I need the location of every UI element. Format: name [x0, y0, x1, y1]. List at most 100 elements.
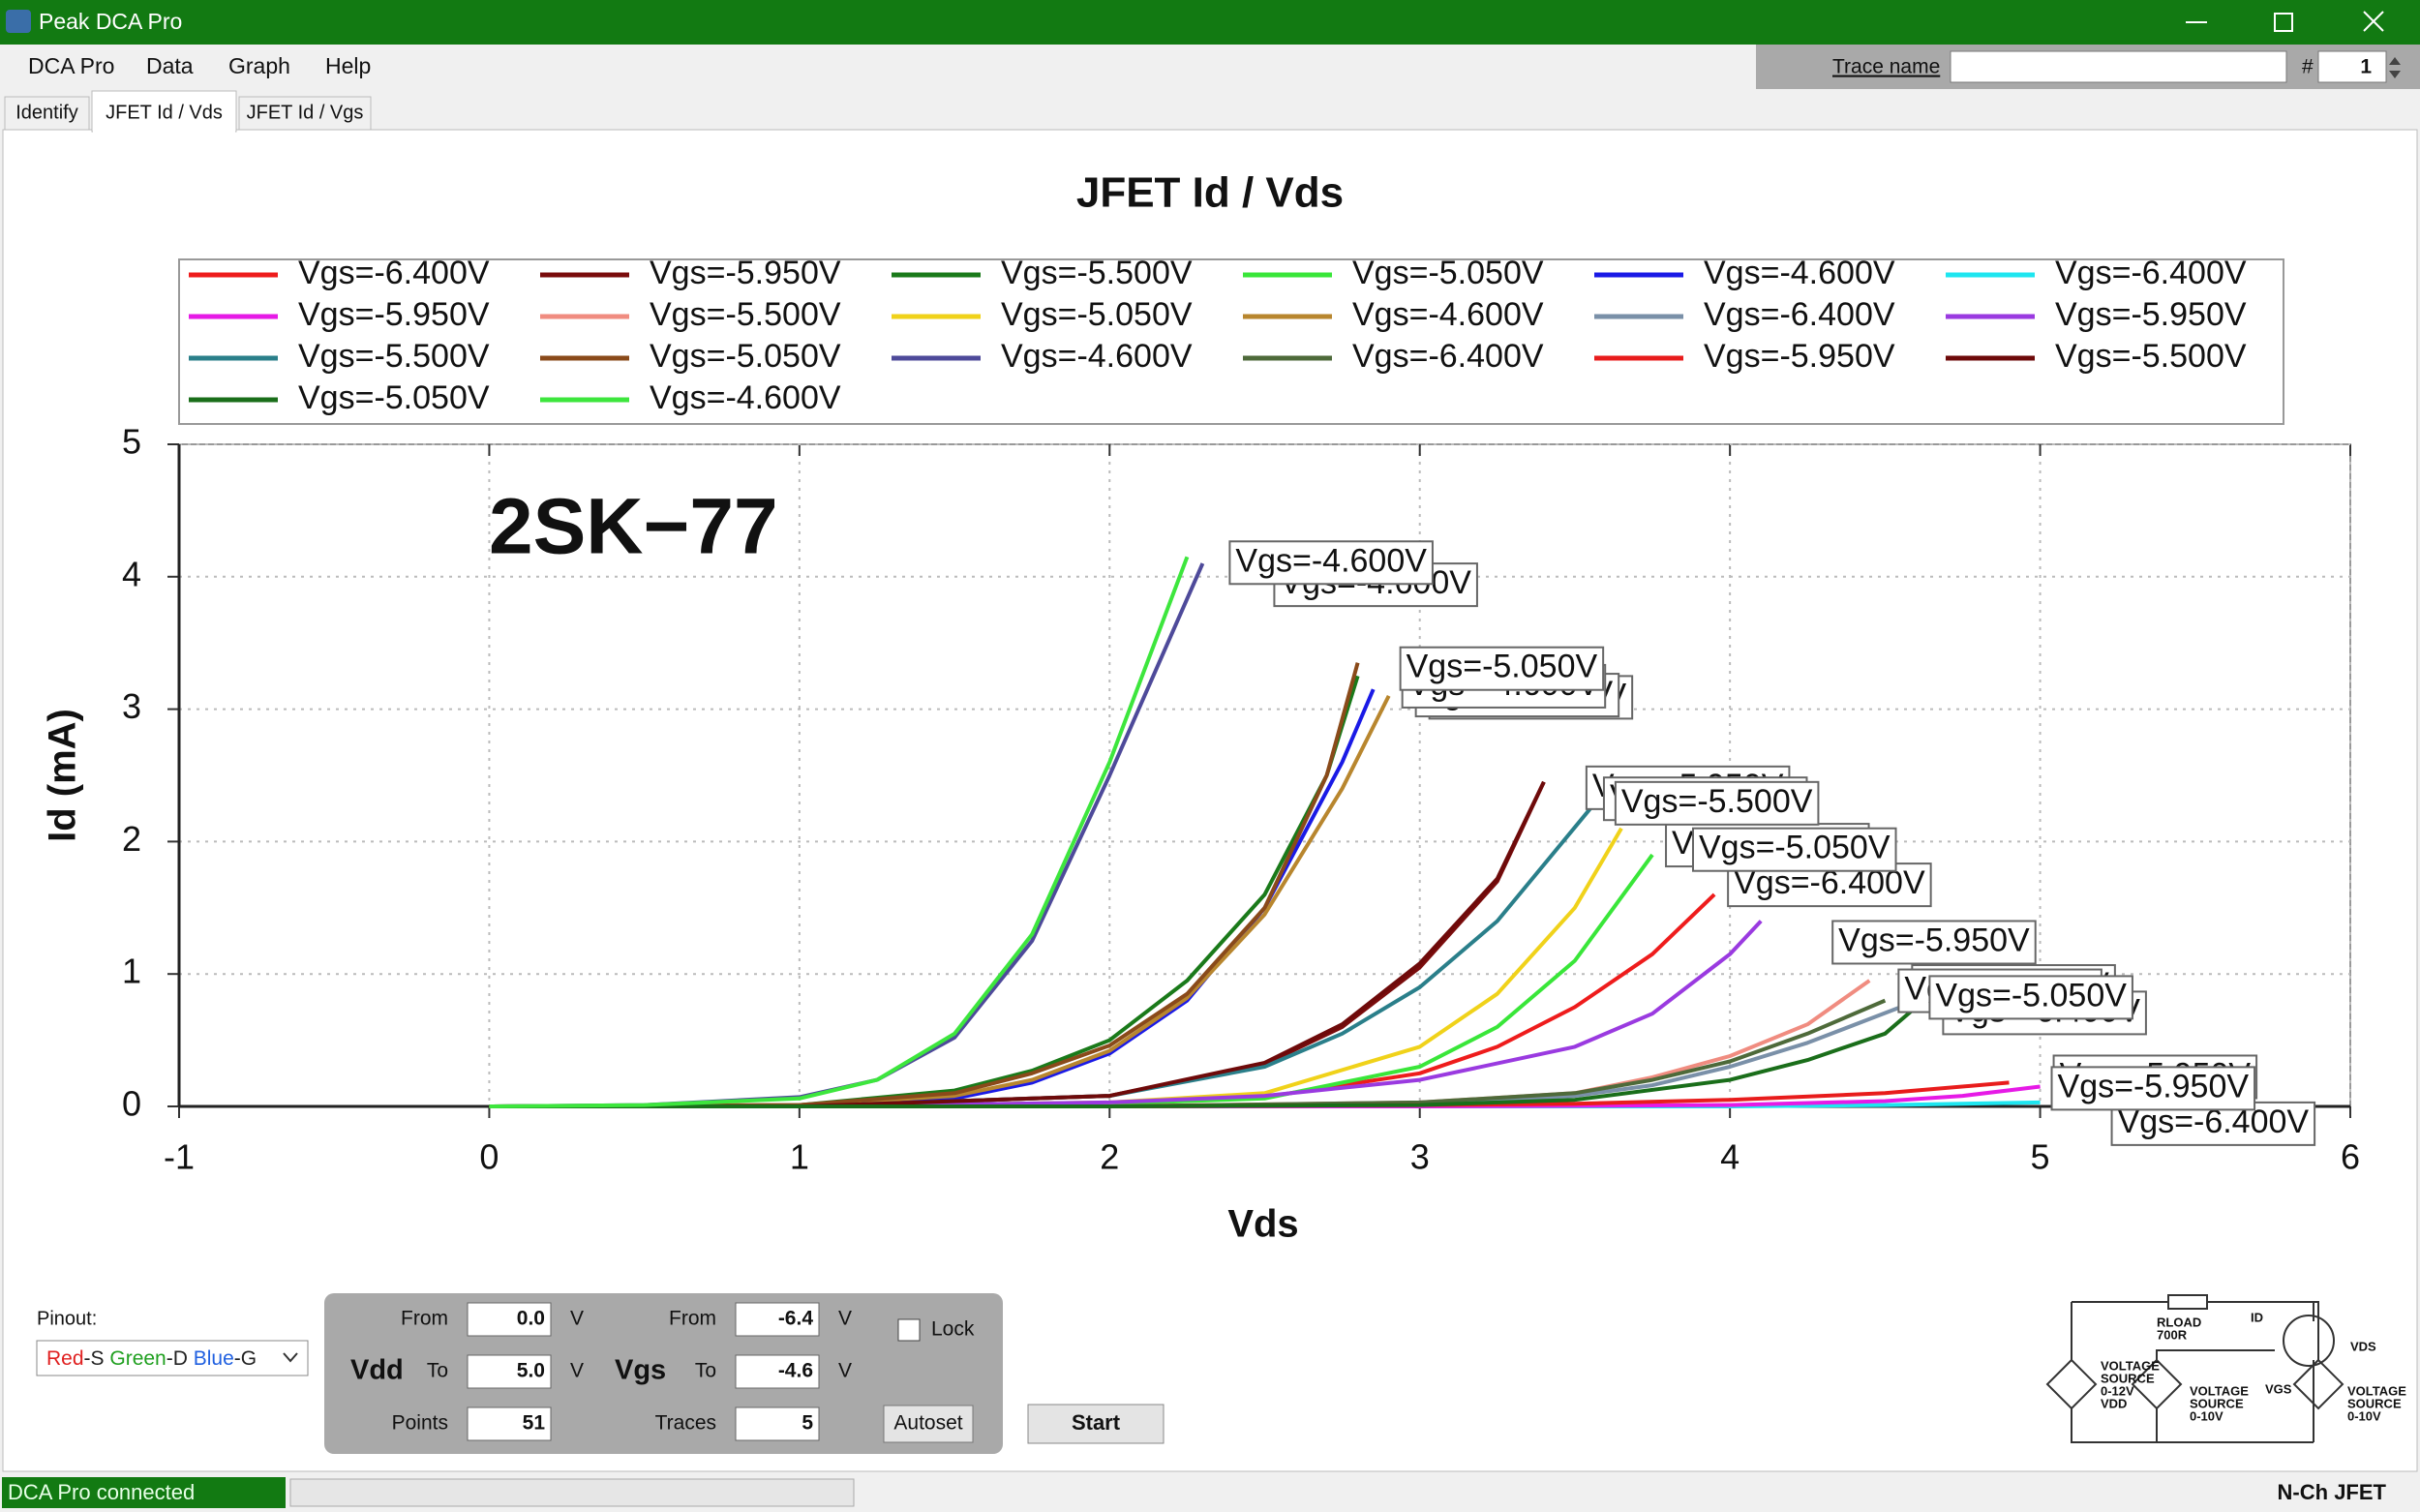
legend-label: Vgs=-4.600V — [1352, 296, 1544, 333]
trace-label: Vgs=-5.050V — [1407, 649, 1598, 685]
legend — [178, 258, 2284, 425]
field-label: Traces — [655, 1412, 716, 1435]
legend-label: Vgs=-6.400V — [2055, 255, 2247, 291]
field-value: 0.0 — [517, 1308, 545, 1330]
field-input[interactable] — [735, 1406, 820, 1441]
tab-label[interactable]: JFET Id / Vds — [106, 102, 223, 123]
wires — [2071, 1301, 2319, 1443]
x-tick-label: 5 — [2031, 1137, 2050, 1177]
jfet-symbol — [2283, 1315, 2335, 1367]
trace-name-input[interactable] — [1950, 50, 2287, 83]
field-value: 5 — [802, 1412, 813, 1435]
pinout-select[interactable] — [36, 1340, 309, 1376]
trace-label: Vgs=-5.050V — [1699, 830, 1891, 866]
trace-label-box — [1228, 540, 1434, 586]
x-tick-label: 3 — [1410, 1137, 1430, 1177]
autoset-button[interactable] — [883, 1405, 974, 1443]
diagram-label: SOURCE — [2101, 1371, 2155, 1385]
spin-buttons[interactable] — [2389, 57, 2401, 78]
legend-label: Vgs=-5.950V — [298, 296, 490, 333]
tab[interactable] — [238, 96, 372, 131]
menu-item[interactable]: Help — [325, 53, 371, 78]
field-unit: V — [570, 1360, 584, 1382]
close-button[interactable] — [2363, 11, 2384, 32]
legend-label: Vgs=-6.400V — [1352, 338, 1544, 375]
source-ds — [2292, 1358, 2344, 1410]
legend-label: Vgs=-5.050V — [650, 338, 841, 375]
x-tick-label: 0 — [479, 1137, 499, 1177]
status-device: N-Ch JFET — [2278, 1480, 2387, 1504]
diagram-label: 0-10V — [2190, 1408, 2223, 1423]
trace-label: Vgs=-5.950V — [2058, 1068, 2250, 1104]
legend-label: Vgs=-5.500V — [1001, 255, 1193, 291]
select-arrow — [283, 1352, 298, 1363]
chart-title: JFET Id / Vds — [1076, 169, 1344, 217]
vgs-label: Vgs — [615, 1355, 666, 1386]
field-value: 51 — [523, 1412, 546, 1435]
menu-item[interactable]: DCA Pro — [28, 53, 114, 78]
lock-label: Lock — [931, 1318, 975, 1341]
chart-annotation: 2SK−77 — [489, 483, 778, 571]
trace-label-box — [2050, 1066, 2256, 1111]
app-icon — [6, 10, 31, 33]
start-label: Start — [1072, 1410, 1121, 1435]
legend-label: Vgs=-5.950V — [2055, 296, 2247, 333]
status-connection: DCA Pro connected — [8, 1480, 195, 1504]
tab-label[interactable]: JFET Id / Vgs — [247, 102, 364, 123]
trace-label-box — [1399, 646, 1605, 691]
field-unit: V — [838, 1360, 852, 1382]
legend-label: Vgs=-4.600V — [1001, 338, 1193, 375]
x-tick-label: 6 — [2341, 1137, 2360, 1177]
legend-label: Vgs=-4.600V — [650, 379, 841, 416]
field-input[interactable] — [467, 1354, 552, 1389]
field-input[interactable] — [467, 1302, 552, 1337]
y-tick-label: 0 — [122, 1084, 141, 1124]
x-axis-label: Vds — [1227, 1203, 1298, 1246]
trace-label: Vgs=-5.050V — [1935, 977, 2127, 1013]
legend-label: Vgs=-5.950V — [1704, 338, 1895, 375]
legend-label: Vgs=-5.050V — [1352, 255, 1544, 291]
x-tick-label: 1 — [790, 1137, 809, 1177]
menu-item[interactable]: Graph — [228, 53, 290, 78]
menu-item[interactable]: Data — [146, 53, 194, 78]
tab[interactable] — [4, 96, 90, 131]
tab-label[interactable]: Identify — [15, 102, 77, 123]
y-tick-label: 5 — [122, 422, 141, 462]
field-value: -6.4 — [778, 1308, 814, 1330]
diagram-label: VOLTAGE — [2347, 1383, 2406, 1398]
start-button[interactable] — [1027, 1404, 1165, 1444]
field-label: Points — [392, 1412, 448, 1435]
y-tick-label: 3 — [122, 686, 141, 726]
trace-number-input[interactable] — [2317, 50, 2387, 83]
diagram-label: 0-12V — [2101, 1383, 2134, 1398]
y-tick-label: 4 — [122, 554, 141, 593]
pinout-part: Blue — [194, 1347, 234, 1370]
field-input[interactable] — [735, 1302, 820, 1337]
field-input[interactable] — [735, 1354, 820, 1389]
y-axis-label: Id (mA) — [42, 709, 84, 842]
progress-bar — [289, 1478, 855, 1507]
pinout-part: -D — [166, 1347, 194, 1370]
lock-checkbox[interactable] — [897, 1318, 921, 1342]
status-connection-box — [2, 1477, 286, 1508]
diagram-label: VDD — [2101, 1396, 2127, 1410]
trace-label: Vgs=-4.600V — [1235, 542, 1427, 579]
y-tick-label: 1 — [122, 952, 141, 991]
trace-label-box — [1831, 920, 2037, 965]
y-tick-label: 2 — [122, 819, 141, 859]
title-bar — [0, 0, 2420, 45]
pinout-part: -G — [234, 1347, 257, 1370]
pinout-part: Green — [109, 1347, 166, 1370]
pinout-part: Red — [46, 1347, 84, 1370]
diagram-label: SOURCE — [2190, 1396, 2244, 1410]
field-unit: V — [838, 1308, 852, 1330]
restore-button[interactable] — [2274, 13, 2293, 32]
trace-number: 1 — [2360, 56, 2372, 78]
field-input[interactable] — [467, 1406, 552, 1441]
trace-number-label: # — [2302, 56, 2314, 78]
trace-label-box — [1928, 975, 2133, 1020]
vdd-label: Vdd — [350, 1355, 404, 1386]
field-label: From — [401, 1308, 448, 1330]
diagram-label: 0-10V — [2347, 1408, 2381, 1423]
series-line — [489, 662, 1360, 1108]
